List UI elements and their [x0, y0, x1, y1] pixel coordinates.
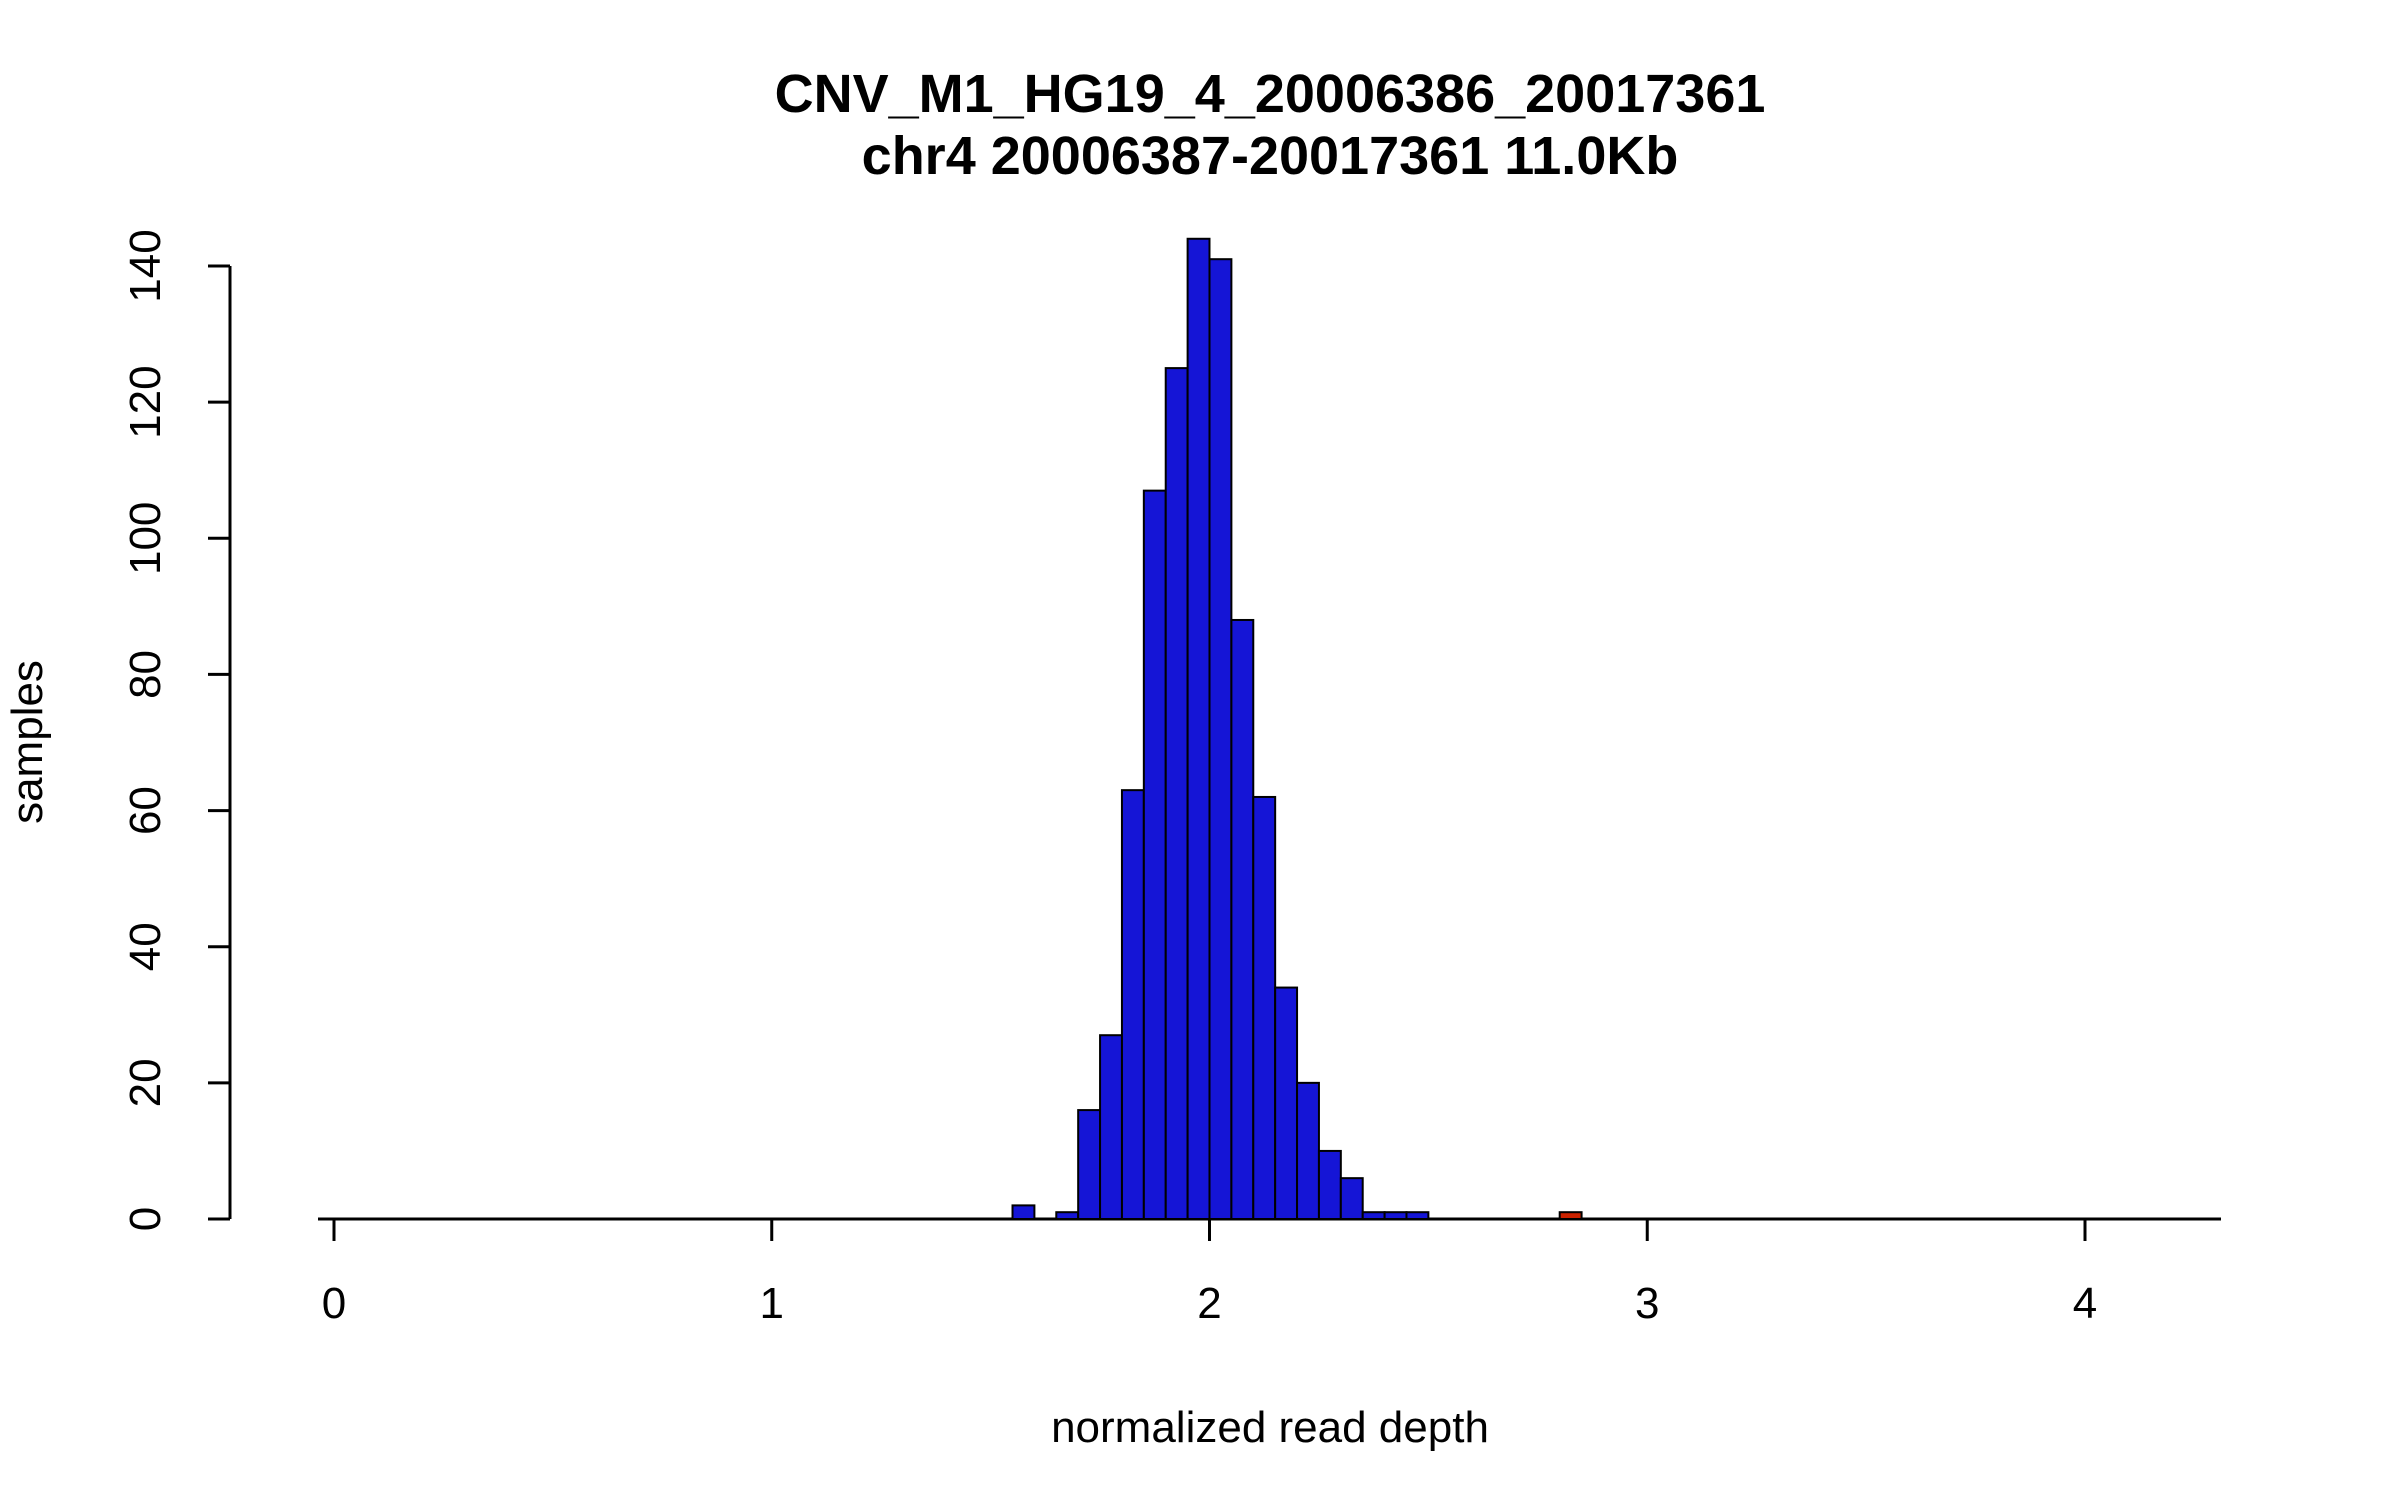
histogram-bar-highlight	[1558, 1211, 1583, 1221]
histogram-bar	[1274, 986, 1299, 1220]
y-tick-label: 140	[121, 229, 170, 302]
y-tick-label: 0	[121, 1207, 170, 1231]
histogram-bar	[1208, 258, 1233, 1220]
histogram-bar	[1405, 1211, 1430, 1221]
y-tick-label: 20	[121, 1058, 170, 1107]
histogram-bar	[1361, 1211, 1386, 1221]
histogram-bar	[1164, 367, 1189, 1221]
histogram-bar	[1317, 1149, 1342, 1221]
histogram-bar	[1252, 795, 1277, 1220]
chart-subtitle: chr4 20006387-20017361 11.0Kb	[862, 126, 1679, 186]
histogram-bar	[1339, 1177, 1364, 1220]
y-tick-label: 80	[121, 650, 170, 699]
histogram-bar	[1383, 1211, 1408, 1221]
histogram-bar	[1099, 1034, 1123, 1221]
x-axis-label: normalized read depth	[1051, 1403, 1489, 1452]
x-tick-label: 1	[760, 1279, 784, 1328]
y-tick-label: 100	[121, 502, 170, 575]
histogram-bar	[1011, 1204, 1036, 1221]
x-tick-label: 0	[322, 1279, 346, 1328]
histogram-bar	[1142, 489, 1167, 1220]
y-tick-label: 40	[121, 922, 170, 971]
histogram-bar	[1055, 1211, 1080, 1221]
histogram-bar	[1120, 789, 1145, 1221]
histogram-bar	[1186, 237, 1211, 1220]
x-tick-label: 4	[2073, 1279, 2097, 1328]
histogram-bar	[1077, 1109, 1102, 1220]
chart-title: CNV_M1_HG19_4_20006386_20017361	[775, 64, 1766, 124]
y-tick-label: 120	[121, 365, 170, 438]
y-tick-label: 60	[121, 786, 170, 835]
y-axis-label: samples	[3, 660, 52, 824]
histogram-bar	[1230, 618, 1255, 1220]
histogram-bars	[1011, 237, 1583, 1221]
x-tick-label: 2	[1197, 1279, 1221, 1328]
histogram-bar	[1296, 1081, 1320, 1221]
x-tick-label: 3	[1635, 1279, 1659, 1328]
